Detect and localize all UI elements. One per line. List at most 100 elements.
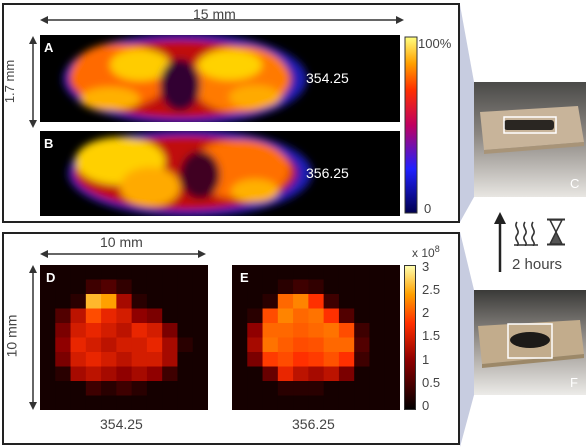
pixel-cell — [162, 294, 178, 309]
pixel-cell — [323, 352, 340, 367]
pixel-cell — [55, 279, 72, 295]
pixel-cell — [116, 352, 133, 367]
pixel-cell — [70, 265, 87, 280]
pixel-cell — [354, 294, 370, 309]
pixel-cell — [55, 337, 72, 353]
pixel-cell — [369, 323, 386, 338]
image-e-letter: E — [240, 270, 249, 285]
photo-c-letter: C — [570, 176, 580, 191]
pixel-cell — [323, 294, 340, 309]
pixel-cell — [247, 352, 264, 367]
pixel-cell — [384, 337, 400, 353]
pixel-cell — [131, 352, 148, 367]
pixel-cell — [116, 308, 133, 324]
multiplier-base: x 10 — [412, 246, 435, 260]
pixel-cell — [232, 381, 248, 396]
pixel-cell — [369, 395, 386, 410]
pixel-cell — [85, 366, 102, 382]
pixel-cell — [369, 352, 386, 367]
pixel-cell — [162, 381, 178, 396]
pixel-cell — [232, 352, 248, 367]
pixel-cell — [192, 381, 208, 396]
photo-f-letter: F — [570, 375, 578, 390]
tick-1: 1 — [422, 352, 430, 367]
pixel-cell — [55, 395, 72, 410]
pixel-cell — [101, 265, 117, 280]
pixel-cell — [369, 279, 386, 295]
pixel-cell — [369, 308, 386, 324]
pixel-cell — [55, 265, 72, 280]
image-d-letter: D — [46, 270, 56, 285]
pixel-cell — [232, 323, 248, 338]
pixel-cell — [131, 265, 148, 280]
pixel-cell — [293, 265, 309, 280]
pixel-cell — [85, 265, 102, 280]
pixel-cell — [146, 395, 163, 410]
pixel-cell — [277, 265, 294, 280]
pixel-cell — [323, 366, 340, 382]
ms-image-b — [40, 131, 400, 216]
pixel-cell — [116, 323, 133, 338]
pixel-cell — [101, 323, 117, 338]
tick-2-5: 2.5 — [422, 282, 441, 297]
pixel-cell — [85, 279, 102, 295]
image-a-mz: 354.25 — [306, 70, 349, 86]
pixel-cell — [162, 352, 178, 367]
pixel-cell — [85, 395, 102, 410]
image-a-letter: A — [44, 40, 54, 55]
pixel-cell — [232, 395, 248, 410]
pixel-cell — [70, 308, 87, 324]
pixel-cell — [177, 323, 194, 338]
pixel-cell — [262, 308, 279, 324]
pixel-cell — [338, 381, 355, 396]
pixel-cell — [323, 279, 340, 295]
tick-2: 2 — [422, 305, 430, 320]
pixel-cell — [323, 323, 340, 338]
pixel-cell — [338, 352, 355, 367]
pixel-cell — [40, 323, 56, 338]
ms-image-a — [40, 35, 400, 122]
pixel-cell — [162, 337, 178, 353]
pixel-cell — [177, 381, 194, 396]
pixel-cell — [70, 366, 87, 382]
pixel-cell — [146, 366, 163, 382]
pixel-cell — [177, 265, 194, 280]
pixel-cell — [384, 395, 400, 410]
pixel-cell — [247, 265, 264, 280]
pixel-cell — [146, 381, 163, 396]
pixel-cell — [55, 323, 72, 338]
pixel-cell — [116, 381, 133, 396]
tick-3: 3 — [422, 259, 430, 274]
pixel-cell — [192, 308, 208, 324]
pixel-cell — [70, 337, 87, 353]
pixel-cell — [338, 279, 355, 295]
pixel-cell — [247, 323, 264, 338]
pixel-cell — [162, 323, 178, 338]
pixel-cell — [277, 294, 294, 309]
pixel-cell — [85, 337, 102, 353]
pixel-cell — [192, 294, 208, 309]
pixel-cell — [293, 337, 309, 353]
pixel-cell — [40, 308, 56, 324]
pixel-cell — [262, 352, 279, 367]
pixel-cell — [354, 366, 370, 382]
pixel-cell — [85, 323, 102, 338]
pixel-cell — [40, 265, 56, 280]
pixel-cell — [277, 308, 294, 324]
pixel-cell — [177, 308, 194, 324]
pixel-cell — [131, 279, 148, 295]
pixel-cell — [116, 279, 133, 295]
pixel-cell — [354, 381, 370, 396]
pixel-cell — [55, 352, 72, 367]
pixel-cell — [354, 352, 370, 367]
pixel-cell — [116, 265, 133, 280]
top-width-label: 15 mm — [193, 6, 236, 22]
pixel-cell — [338, 265, 355, 280]
pixel-cell — [369, 381, 386, 396]
pixel-cell — [70, 279, 87, 295]
process-duration: 2 hours — [512, 256, 563, 273]
pixel-cell — [131, 381, 148, 396]
pixel-cell — [247, 294, 264, 309]
pixel-cell — [354, 337, 370, 353]
